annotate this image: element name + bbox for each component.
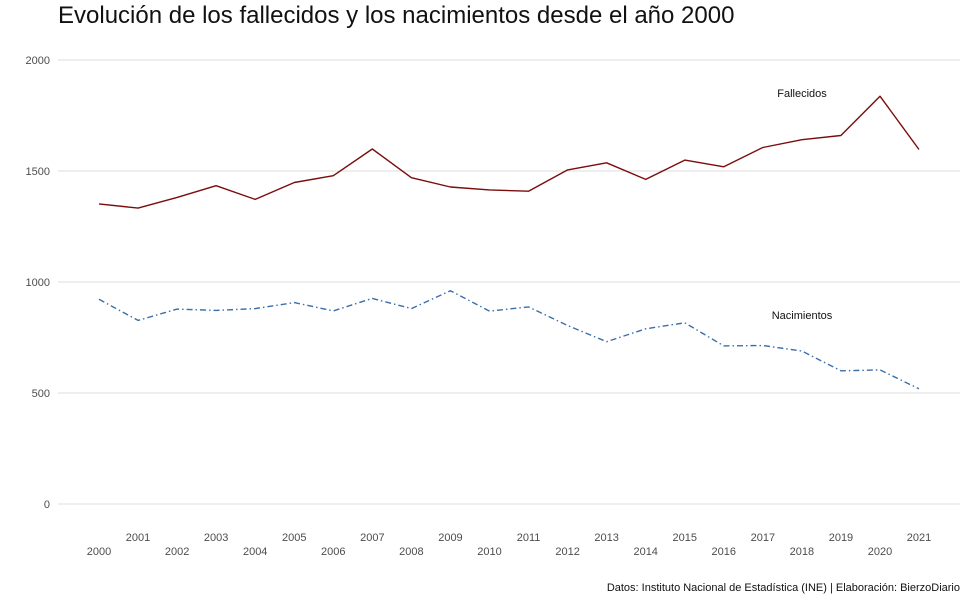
chart-caption: Datos: Instituto Nacional de Estadística…: [606, 582, 960, 594]
x-tick-label: 2018: [790, 546, 814, 558]
x-tick-label: 2019: [829, 532, 853, 544]
y-tick-label: 500: [32, 388, 50, 400]
x-tick-label: 2011: [517, 532, 541, 544]
x-tick-label: 2007: [360, 532, 384, 544]
x-tick-label: 2017: [751, 532, 775, 544]
series-lines: [98, 95, 920, 390]
x-tick-label: 2013: [594, 532, 618, 544]
x-tick-label: 2001: [126, 532, 150, 544]
x-tick-label: 2003: [204, 532, 228, 544]
x-tick-label: 2015: [673, 532, 697, 544]
series-labels: Fallecidos Nacimientos: [772, 88, 833, 322]
x-tick-label: 2004: [243, 546, 267, 558]
x-tick-label: 2016: [712, 546, 736, 558]
series-line-fallecidos: [98, 95, 920, 209]
x-tick-label: 2000: [87, 546, 111, 558]
y-tick-label: 1500: [26, 166, 50, 178]
x-tick-label: 2020: [868, 546, 892, 558]
x-tick-label: 2021: [907, 532, 931, 544]
y-tick-label: 0: [44, 499, 50, 511]
x-tick-label: 2002: [165, 546, 189, 558]
y-tick-label: 2000: [26, 55, 50, 67]
x-tick-label: 2010: [477, 546, 501, 558]
chart-title: Evolución de los fallecidos y los nacimi…: [58, 2, 735, 29]
x-tick-label: 2012: [555, 546, 579, 558]
x-tick-label: 2014: [633, 546, 657, 558]
y-tick-label: 1000: [26, 277, 50, 289]
series-label-nacimientos: Nacimientos: [772, 310, 833, 322]
grid-lines: [58, 59, 960, 505]
x-tick-label: 2008: [399, 546, 423, 558]
y-axis-ticks: 0 500 1000 1500 2000: [26, 55, 50, 511]
x-tick-label: 2009: [438, 532, 462, 544]
series-label-fallecidos: Fallecidos: [777, 88, 827, 100]
series-line-nacimientos: [98, 290, 920, 390]
x-tick-label: 2005: [282, 532, 306, 544]
x-tick-label: 2006: [321, 546, 345, 558]
x-axis-ticks: 2000 2001 2002 2003 2004 2005 2006 2007 2008 2009…: [87, 532, 932, 558]
